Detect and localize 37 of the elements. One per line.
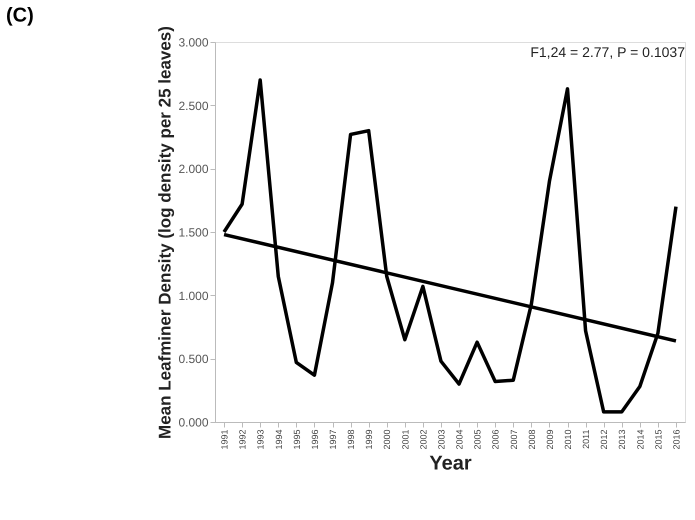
y-tick-label: 2.500 (178, 98, 209, 113)
x-tick-label: 1991 (220, 430, 230, 450)
x-tick-label: 2005 (472, 430, 483, 450)
x-tick-label: 2012 (599, 430, 610, 450)
x-tick-label: 2014 (635, 430, 646, 450)
x-tick-label: 1995 (292, 430, 302, 450)
y-tick-label: 2.000 (178, 162, 209, 176)
y-tick-label: 0.500 (178, 352, 209, 366)
x-tick-label: 1993 (256, 430, 266, 450)
x-tick-label: 1996 (310, 430, 320, 450)
x-tick-label: 2016 (671, 430, 682, 450)
x-tick-label: 2013 (617, 430, 628, 450)
x-tick-label: 1994 (274, 430, 284, 450)
x-tick-label: 2001 (400, 430, 410, 450)
x-tick-label: 2000 (382, 430, 392, 450)
x-axis-title: Year (429, 452, 472, 475)
annotation: F1,24 = 2.77, P = 0.1037 (530, 44, 686, 60)
x-tick-label: 2007 (508, 430, 519, 450)
y-tick-label: 1.500 (178, 226, 209, 240)
y-tick-label: 1.000 (178, 288, 209, 303)
x-tick-label: 2009 (544, 430, 555, 450)
x-tick-label: 2004 (454, 430, 465, 450)
text: (C) (6, 4, 34, 27)
x-tick-label: 1997 (328, 430, 338, 450)
x-tick-label: 2011 (581, 430, 592, 449)
y-axis-title: Mean Leafminer Density (log density per 25 leaves) (155, 26, 174, 439)
x-tick-label: 2008 (526, 430, 537, 450)
x-tick-label: 1998 (346, 430, 356, 450)
x-tick-label: 1999 (364, 430, 374, 450)
x-tick-label: 2015 (653, 430, 664, 450)
x-tick-label: 2002 (418, 430, 428, 450)
x-tick-label: 2010 (563, 430, 573, 450)
x-tick-label: 2003 (436, 430, 446, 450)
y-tick-label: 3.000 (178, 36, 209, 50)
x-tick-label: 2006 (490, 430, 501, 450)
y-tick-label: 0.000 (178, 416, 209, 430)
x-tick-label: 1992 (238, 430, 248, 450)
